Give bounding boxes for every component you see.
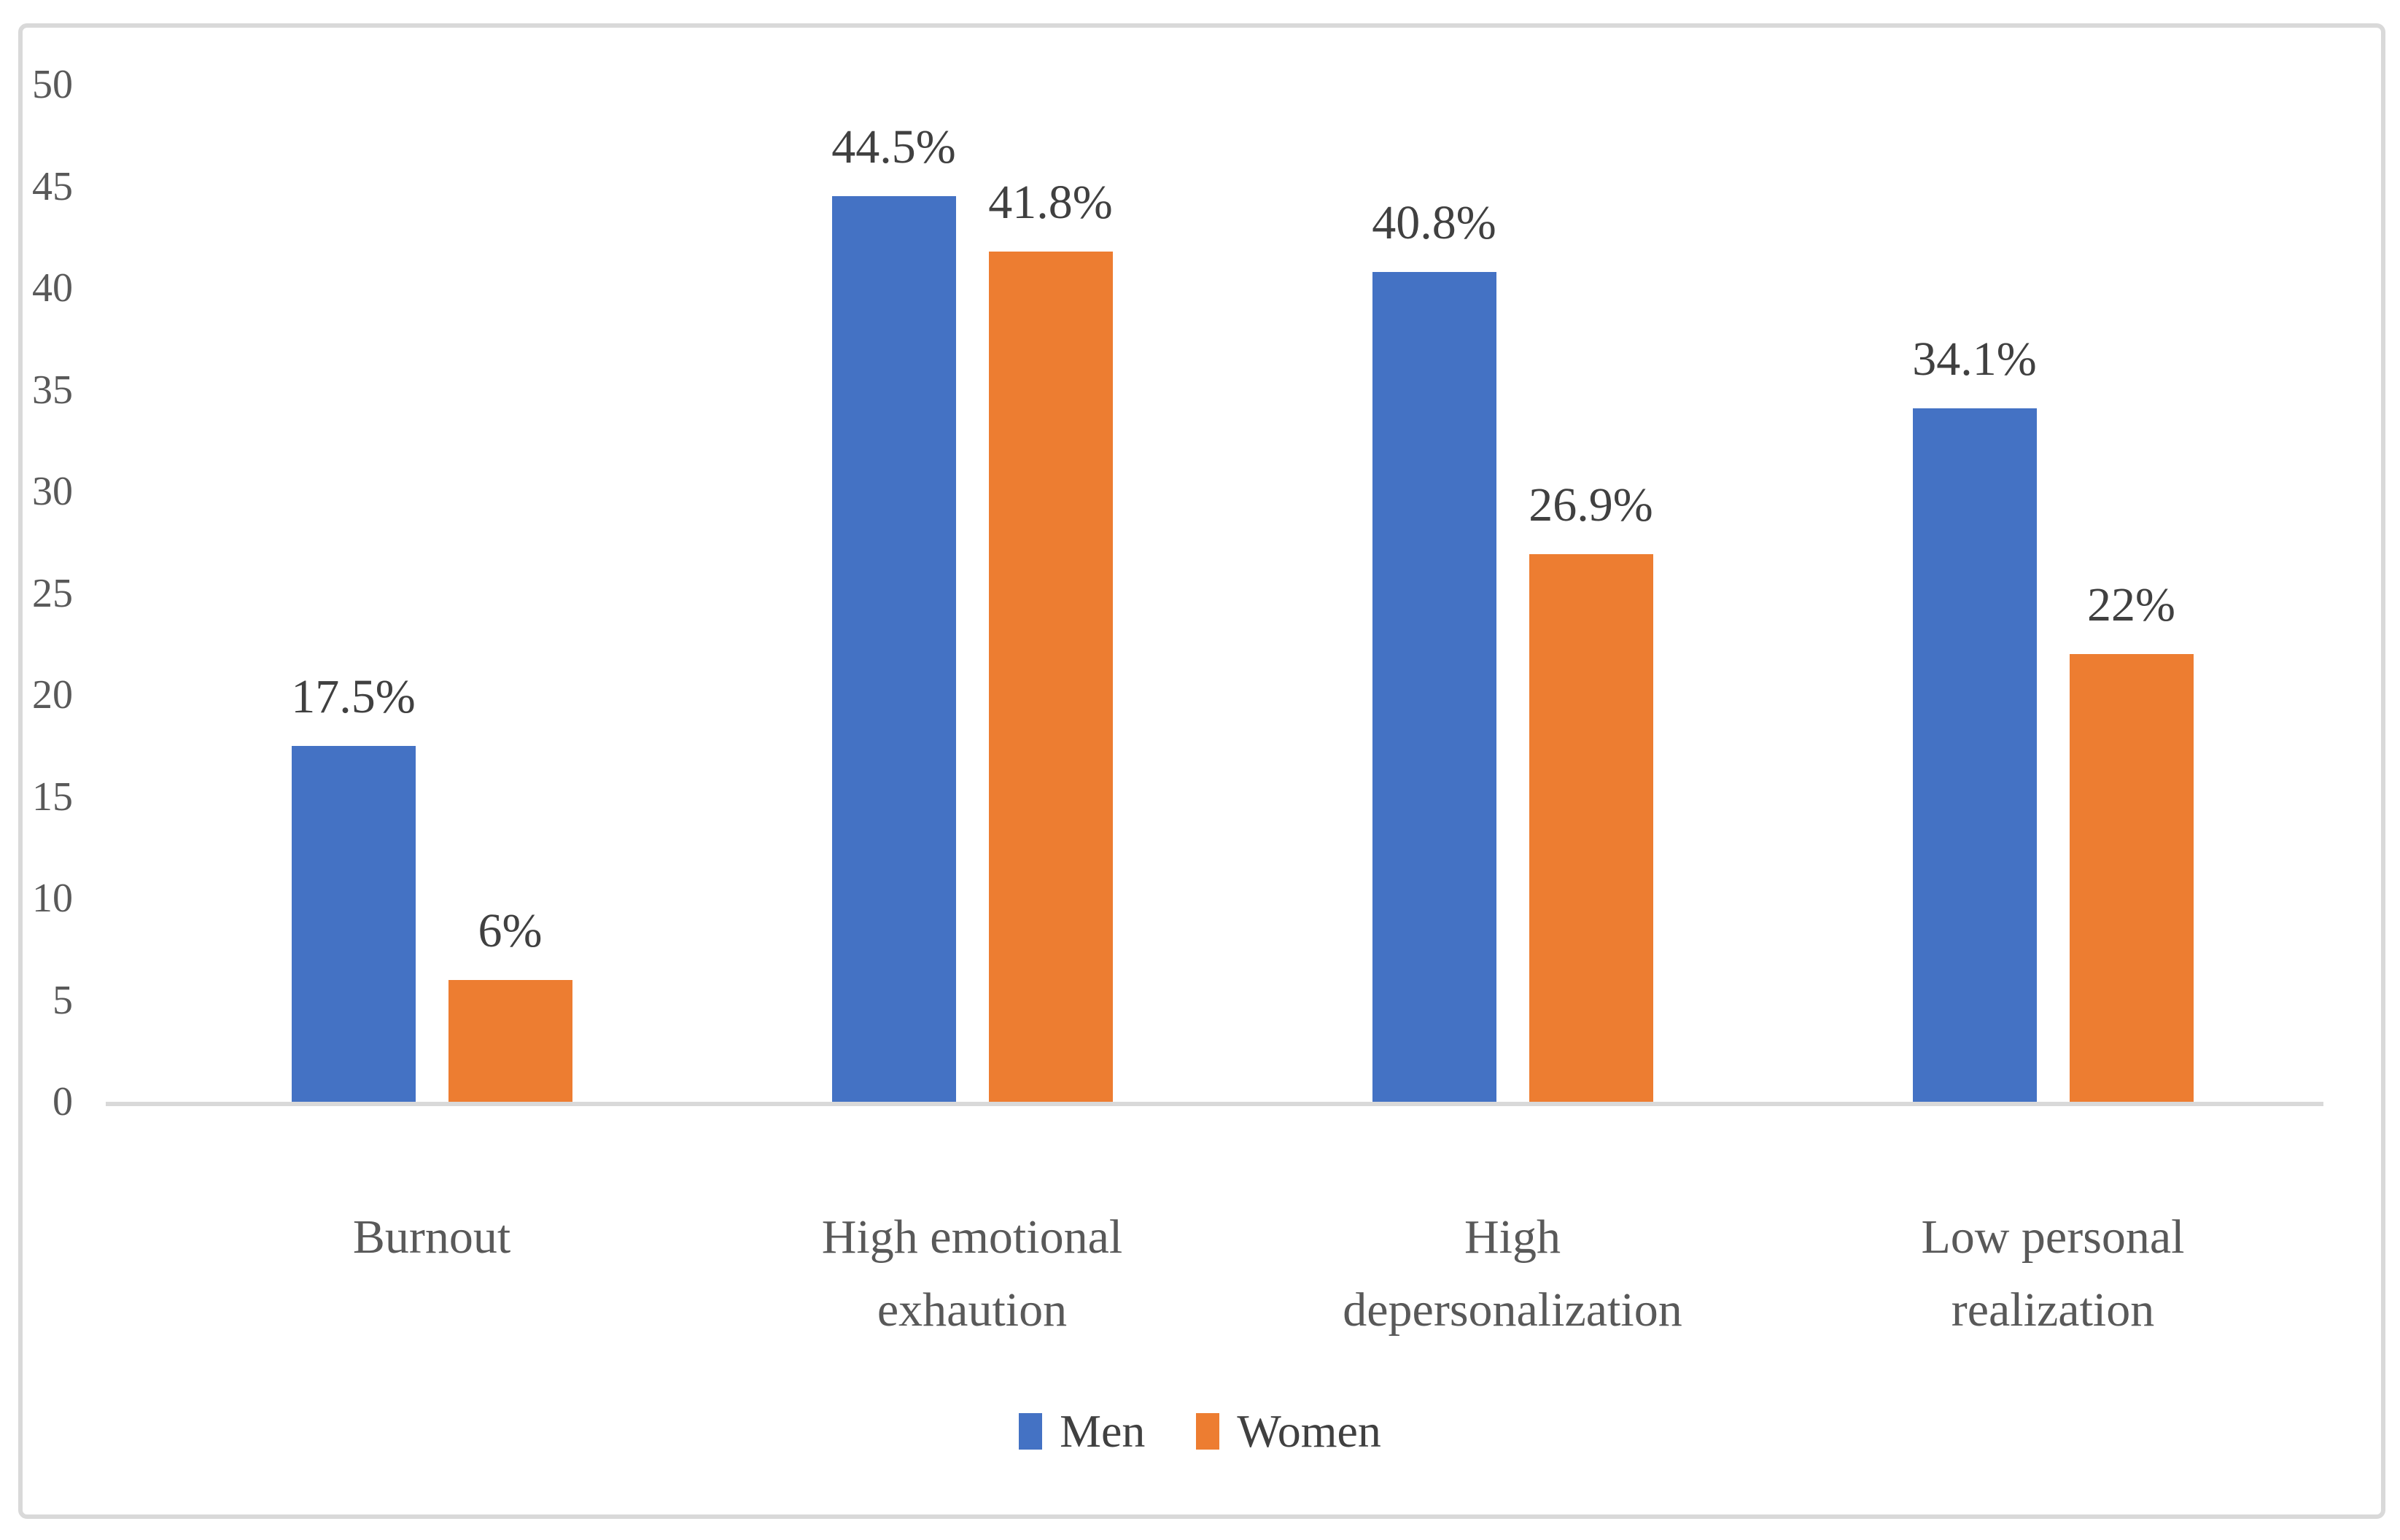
- data-label-women-0: 6%: [478, 903, 543, 957]
- y-axis-tick-30: 30: [32, 469, 73, 514]
- data-label-women-3: 22%: [2087, 578, 2175, 632]
- y-axis-tick-20: 20: [32, 672, 73, 718]
- category-label-line: exhaution: [877, 1283, 1068, 1337]
- y-axis-tick-50: 50: [32, 62, 73, 107]
- legend-label: Men: [1060, 1405, 1146, 1457]
- data-label-men-0: 17.5%: [291, 669, 416, 723]
- category-label-line: High emotional: [821, 1210, 1123, 1264]
- bar-women-0: [448, 979, 572, 1102]
- category-label-line: Low personal: [1921, 1210, 2185, 1264]
- data-label-men-1: 44.5%: [831, 120, 956, 174]
- category-label-line: Burnout: [352, 1210, 511, 1264]
- legend-label: Women: [1237, 1405, 1381, 1457]
- category-label-line: High: [1464, 1210, 1561, 1264]
- bar-men-0: [291, 745, 416, 1102]
- y-axis-tick-35: 35: [32, 367, 73, 413]
- x-axis-line: [106, 1102, 2323, 1106]
- data-label-men-2: 40.8%: [1372, 195, 1496, 249]
- category-label-1: High emotional exhaution: [695, 1201, 1249, 1347]
- y-axis-tick-45: 45: [32, 163, 73, 209]
- legend-entry-women: Women: [1196, 1405, 1381, 1457]
- bar-men-3: [1912, 408, 2037, 1102]
- legend-entry-men: Men: [1019, 1406, 1145, 1457]
- bar-men-2: [1372, 271, 1496, 1102]
- category-label-3: Low personal realization: [1776, 1201, 2330, 1347]
- category-label-line: depersonalization: [1343, 1283, 1682, 1337]
- legend-swatch-men: [1019, 1413, 1043, 1450]
- data-label-women-2: 26.9%: [1529, 478, 1653, 532]
- y-axis-tick-10: 10: [32, 876, 73, 921]
- y-axis-tick-15: 15: [32, 774, 73, 820]
- category-label-0: Burnout: [155, 1201, 709, 1274]
- data-label-women-1: 41.8%: [988, 175, 1113, 229]
- bar-women-1: [988, 251, 1113, 1102]
- y-axis-tick-0: 0: [53, 1079, 73, 1124]
- bar-women-3: [2069, 654, 2194, 1102]
- legend: Men Women: [0, 1406, 2400, 1457]
- legend-swatch-women: [1196, 1413, 1220, 1450]
- category-label-2: High depersonalization: [1235, 1201, 1790, 1347]
- bar-women-2: [1529, 554, 1653, 1102]
- category-label-line: realization: [1951, 1283, 2155, 1337]
- y-axis-tick-40: 40: [32, 265, 73, 311]
- data-label-men-3: 34.1%: [1912, 332, 2037, 386]
- bar-men-1: [831, 196, 956, 1102]
- y-axis-tick-5: 5: [53, 977, 73, 1023]
- y-axis-tick-25: 25: [32, 570, 73, 616]
